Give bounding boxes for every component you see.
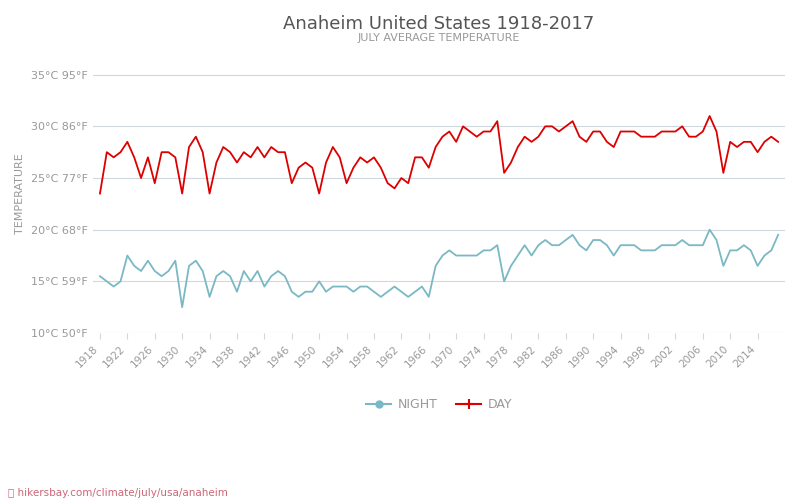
Legend: NIGHT, DAY: NIGHT, DAY — [362, 393, 517, 416]
Y-axis label: TEMPERATURE: TEMPERATURE — [15, 153, 25, 234]
Text: 📍 hikersbay.com/climate/july/usa/anaheim: 📍 hikersbay.com/climate/july/usa/anaheim — [8, 488, 228, 498]
Text: JULY AVERAGE TEMPERATURE: JULY AVERAGE TEMPERATURE — [358, 33, 520, 43]
Title: Anaheim United States 1918-2017: Anaheim United States 1918-2017 — [283, 15, 594, 33]
